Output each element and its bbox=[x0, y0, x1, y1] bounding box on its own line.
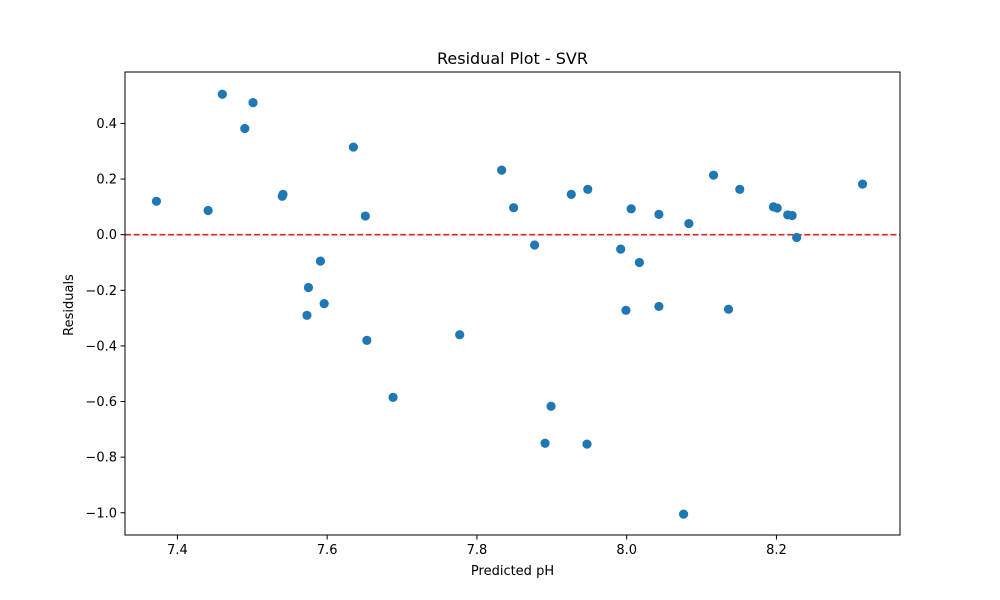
data-point bbox=[546, 401, 556, 411]
data-point bbox=[621, 305, 631, 315]
data-point bbox=[240, 123, 250, 134]
y-tick-label: −0.2 bbox=[85, 284, 117, 299]
y-tick-label: −0.6 bbox=[85, 395, 117, 410]
data-point bbox=[388, 392, 398, 402]
y-tick-label: 0.4 bbox=[96, 117, 117, 132]
data-point bbox=[248, 97, 258, 108]
x-tick-label: 8.2 bbox=[766, 543, 787, 558]
data-point bbox=[684, 218, 694, 229]
x-tick-label: 7.4 bbox=[167, 543, 188, 558]
data-point bbox=[497, 165, 507, 175]
y-axis-title: Residuals bbox=[62, 274, 77, 336]
data-point bbox=[723, 304, 734, 314]
data-point bbox=[678, 509, 689, 519]
data-point bbox=[616, 244, 626, 254]
data-point bbox=[582, 439, 592, 449]
data-point bbox=[583, 184, 593, 194]
data-point bbox=[362, 335, 372, 345]
y-tick-label: −0.4 bbox=[85, 339, 117, 354]
data-point bbox=[708, 170, 719, 180]
chart-title: Residual Plot - SVR bbox=[437, 49, 588, 68]
data-point bbox=[792, 232, 802, 243]
data-point bbox=[529, 240, 540, 250]
data-point bbox=[787, 210, 797, 221]
x-tick-label: 8.0 bbox=[616, 543, 637, 558]
data-point bbox=[654, 301, 664, 312]
data-point bbox=[360, 211, 370, 221]
data-point bbox=[315, 256, 326, 266]
data-point bbox=[348, 142, 358, 152]
data-point bbox=[634, 257, 645, 268]
data-point bbox=[302, 310, 312, 320]
axes-frame bbox=[124, 71, 901, 536]
data-point bbox=[540, 438, 550, 448]
y-tick-label: 0.2 bbox=[96, 173, 117, 188]
data-point bbox=[217, 89, 227, 99]
y-tick-label: 0.0 bbox=[96, 228, 117, 243]
y-tick-label: −0.8 bbox=[85, 451, 117, 466]
data-point bbox=[772, 203, 782, 213]
data-point bbox=[566, 189, 576, 199]
data-point bbox=[151, 196, 162, 206]
data-point bbox=[278, 189, 288, 199]
y-tick-label: −1.0 bbox=[85, 506, 117, 521]
data-point bbox=[735, 184, 745, 194]
data-point bbox=[626, 204, 636, 214]
plot-area: 7.4 7.6 7.8 8.0 8.2 0.4 0.2 0.0 −0.2 −0.4 −0.6 −0.8… bbox=[85, 71, 901, 558]
data-point bbox=[857, 179, 868, 189]
x-tick-label: 7.6 bbox=[317, 543, 338, 558]
data-point bbox=[654, 209, 664, 219]
x-axis-title: Predicted pH bbox=[471, 564, 554, 579]
data-point bbox=[455, 330, 465, 340]
data-point bbox=[509, 203, 519, 213]
data-point bbox=[319, 299, 329, 309]
x-tick-label: 7.8 bbox=[467, 543, 488, 558]
data-point bbox=[303, 282, 314, 293]
data-point bbox=[203, 205, 213, 216]
